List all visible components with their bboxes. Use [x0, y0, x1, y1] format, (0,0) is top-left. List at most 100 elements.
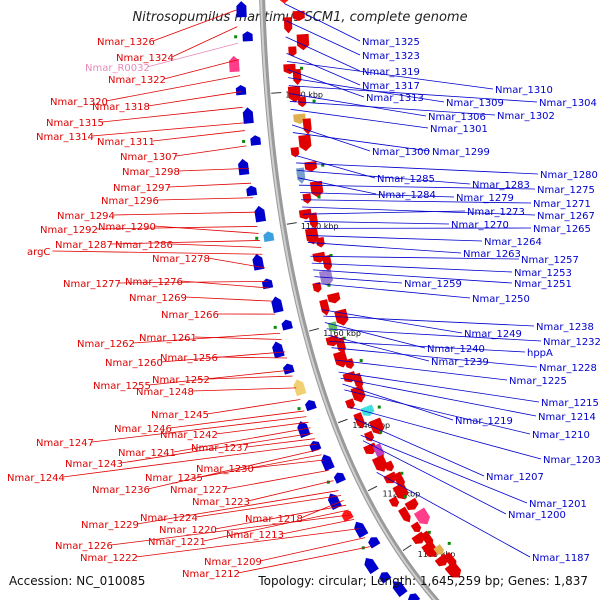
gene-label-right[interactable]: Nmar_1299 [432, 147, 490, 158]
gene-label-left[interactable]: Nmar_1235 [145, 473, 203, 484]
gene-label-right[interactable]: Nmar_1319 [362, 67, 420, 78]
gene-label-right[interactable]: Nmar_1264 [484, 237, 542, 248]
gene-label-right[interactable]: Nmar_1302 [497, 111, 555, 122]
gene-label-left[interactable]: Nmar_1298 [122, 167, 180, 178]
gene-label-right[interactable]: Nmar_1251 [514, 279, 572, 290]
gene-label-left[interactable]: Nmar_1307 [120, 152, 178, 163]
gene-label-right[interactable]: Nmar_1283 [472, 180, 530, 191]
gene-label-left[interactable]: Nmar_1311 [97, 137, 155, 148]
gene-label-right[interactable]: Nmar_1201 [529, 499, 587, 510]
gene-label-left[interactable]: Nmar_1256 [160, 353, 218, 364]
gene-label-left[interactable]: Nmar_1320 [50, 97, 108, 108]
gene-label-right[interactable]: Nmar_1323 [362, 51, 420, 62]
gene-label-right[interactable]: Nmar_1270 [451, 220, 509, 231]
gene-label-left[interactable]: Nmar_1220 [159, 525, 217, 536]
gene-label-right[interactable]: Nmar_1240 [427, 344, 485, 355]
gene-label-right[interactable]: Nmar_1210 [532, 430, 590, 441]
gene-label-left[interactable]: Nmar_1315 [46, 118, 104, 129]
gene-label-right[interactable]: Nmar_1309 [446, 98, 504, 109]
gene-label-left[interactable]: Nmar_1266 [161, 310, 219, 321]
gene-label-right[interactable]: Nmar_1253 [514, 268, 572, 279]
gene-label-left[interactable]: Nmar_1255 [93, 381, 151, 392]
gene-label-right[interactable]: Nmar_1257 [521, 255, 579, 266]
gene-label-right[interactable]: Nmar_1265 [533, 224, 591, 235]
gene-label-right[interactable]: hppA [527, 348, 553, 359]
gene-label-left[interactable]: Nmar_1314 [36, 132, 94, 143]
gene-label-left[interactable]: Nmar_1245 [151, 410, 209, 421]
gene-label-left[interactable]: Nmar_1223 [192, 497, 250, 508]
gene-label-left[interactable]: Nmar_1213 [226, 530, 284, 541]
gene-label-left[interactable]: Nmar_1278 [152, 254, 210, 265]
gene-label-right[interactable]: Nmar_1285 [377, 174, 435, 185]
gene-label-right[interactable]: Nmar_1207 [486, 472, 544, 483]
gene-label-right[interactable]: Nmar_1238 [536, 322, 594, 333]
gene-label-right[interactable]: Nmar_1271 [533, 199, 591, 210]
gene-label-left[interactable]: Nmar_1296 [101, 196, 159, 207]
gene-label-left[interactable]: Nmar_1292 [40, 225, 98, 236]
gene-label-right[interactable]: Nmar_1304 [539, 98, 597, 109]
gene-label-left[interactable]: Nmar_1269 [129, 293, 187, 304]
gene-label-right[interactable]: Nmar_1301 [430, 124, 488, 135]
gene-label-left[interactable]: Nmar_1229 [81, 520, 139, 531]
gene-label-right[interactable]: Nmar_1275 [537, 185, 595, 196]
gene-label-left[interactable]: Nmar_1252 [152, 375, 210, 386]
gene-label-left[interactable]: Nmar_1261 [139, 333, 197, 344]
gene-label-right[interactable]: Nmar_1300 [372, 147, 430, 158]
gene-label-left[interactable]: Nmar_1294 [57, 211, 115, 222]
gene-label-right[interactable]: Nmar_1313 [366, 93, 424, 104]
gene-label-left[interactable]: Nmar_1218 [245, 514, 303, 525]
gene-label-left[interactable]: Nmar_1324 [116, 53, 174, 64]
gene-label-left[interactable]: Nmar_1236 [92, 485, 150, 496]
gene-label-left[interactable]: Nmar_1287 [55, 240, 113, 251]
gene-label-left[interactable]: Nmar_1237 [191, 443, 249, 454]
gene-label-right[interactable]: Nmar_1317 [362, 81, 420, 92]
gene-label-right[interactable]: Nmar_1250 [472, 294, 530, 305]
gene-label-right[interactable]: Nmar_1280 [540, 170, 598, 181]
gene-label-right[interactable]: Nmar_1259 [404, 279, 462, 290]
gene-label-right[interactable]: Nmar_1219 [455, 416, 513, 427]
gene-label-right[interactable]: Nmar_1249 [464, 329, 522, 340]
gene-label-left[interactable]: Nmar_1227 [170, 485, 228, 496]
gene-label-left[interactable]: Nmar_1230 [196, 464, 254, 475]
gene-label-left[interactable]: Nmar_1297 [113, 183, 171, 194]
gene-label-left[interactable]: Nmar_1226 [55, 541, 113, 552]
gene-label-right[interactable]: Nmar_1263 [463, 249, 521, 260]
gene-label-right[interactable]: Nmar_1267 [537, 211, 595, 222]
gene-label-left[interactable]: Nmar_1224 [140, 513, 198, 524]
gene-label-right[interactable]: Nmar_1310 [495, 85, 553, 96]
gene-label-left[interactable]: Nmar_1248 [136, 387, 194, 398]
gene-label-left[interactable]: Nmar_1222 [80, 553, 138, 564]
gene-label-right[interactable]: Nmar_1325 [362, 37, 420, 48]
gene-label-left[interactable]: Nmar_1286 [115, 240, 173, 251]
gene-label-left[interactable]: Nmar_1244 [7, 473, 65, 484]
gene-label-right[interactable]: Nmar_1232 [543, 337, 600, 348]
gene-label-left[interactable]: Nmar_1326 [97, 37, 155, 48]
gene-label-left[interactable]: Nmar_1209 [204, 557, 262, 568]
gene-label-right[interactable]: Nmar_1239 [431, 357, 489, 368]
gene-label-left[interactable]: Nmar_1241 [118, 448, 176, 459]
gene-label-right[interactable]: Nmar_1187 [532, 553, 590, 564]
gene-label-left[interactable]: Nmar_1243 [65, 459, 123, 470]
gene-label-right[interactable]: Nmar_1225 [509, 376, 567, 387]
gene-label-right[interactable]: Nmar_1200 [508, 510, 566, 521]
gene-label-left[interactable]: Nmar_1322 [108, 75, 166, 86]
gene-label-left[interactable]: Nmar_1318 [92, 102, 150, 113]
gene-label-left[interactable]: Nmar_1247 [36, 438, 94, 449]
gene-label-right[interactable]: Nmar_1306 [428, 112, 486, 123]
gene-label-right[interactable]: Nmar_1203 [543, 455, 600, 466]
gene-label-left[interactable]: Nmar_1246 [114, 424, 172, 435]
gene-label-left[interactable]: Nmar_1290 [98, 222, 156, 233]
gene-label-right[interactable]: Nmar_1214 [538, 412, 596, 423]
gene-label-left[interactable]: Nmar_1260 [105, 358, 163, 369]
gene-label-right[interactable]: Nmar_1215 [541, 398, 599, 409]
gene-label-right[interactable]: Nmar_1279 [456, 193, 514, 204]
gene-label-left[interactable]: Nmar_1276 [125, 277, 183, 288]
gene-label-right[interactable]: Nmar_1228 [539, 363, 597, 374]
gene-label-left[interactable]: Nmar_1221 [148, 537, 206, 548]
gene-label-left[interactable]: argC [27, 247, 50, 258]
gene-label-left[interactable]: Nmar_1242 [160, 430, 218, 441]
gene-label-left[interactable]: Nmar_R0032 [85, 63, 150, 74]
gene-label-left[interactable]: Nmar_1262 [77, 339, 135, 350]
gene-label-left[interactable]: Nmar_1277 [63, 279, 121, 290]
